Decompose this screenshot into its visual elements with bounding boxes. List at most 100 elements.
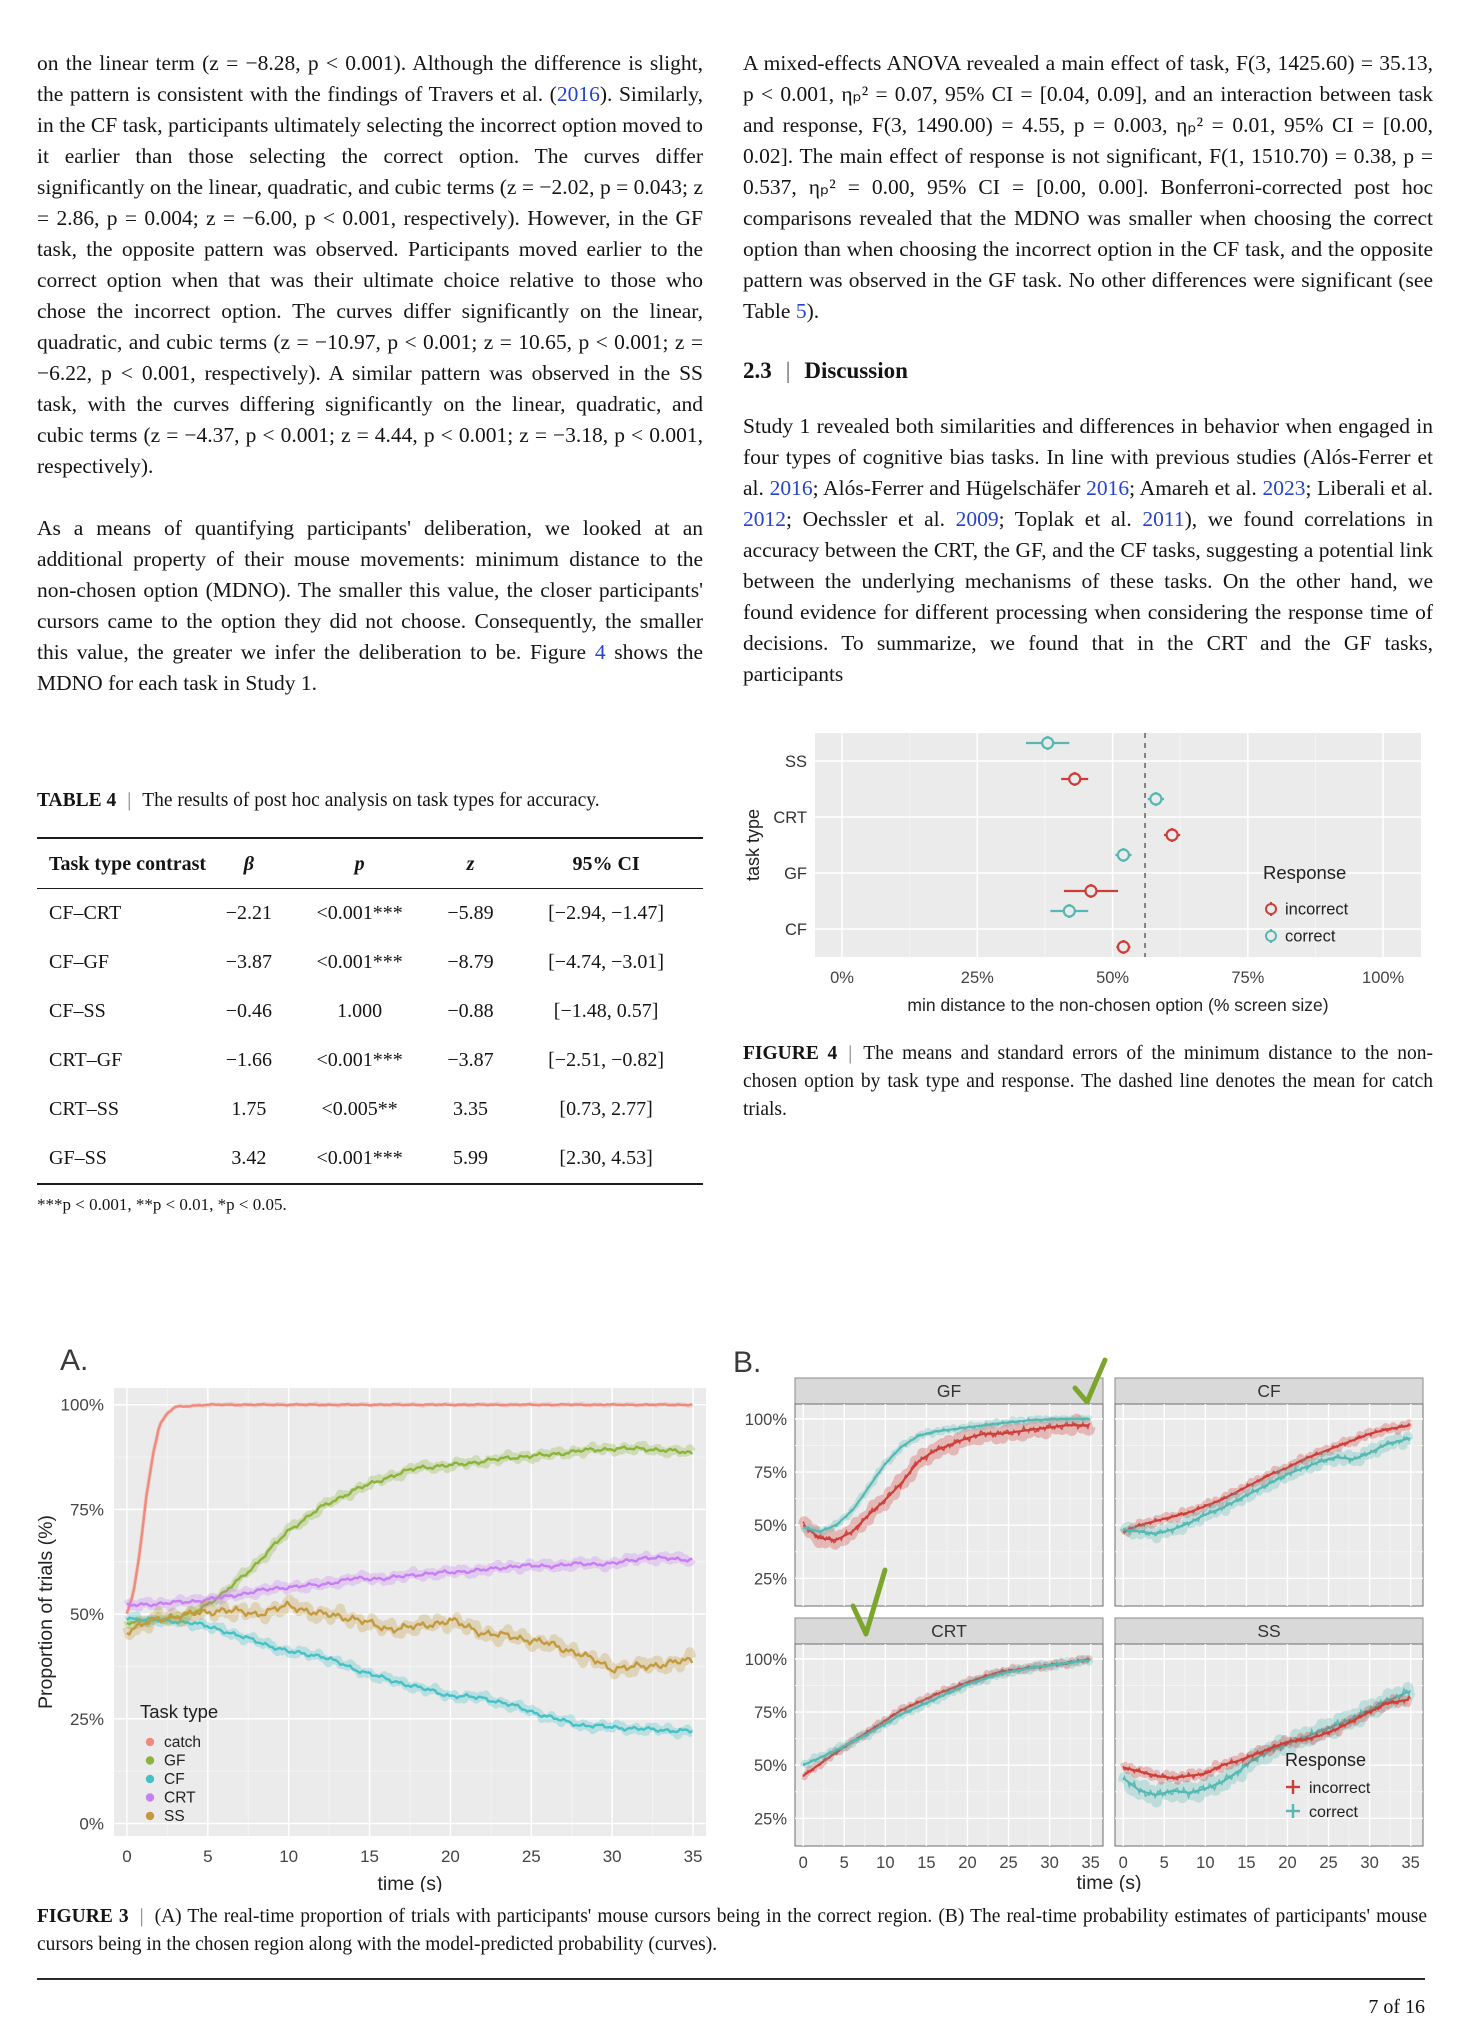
- svg-text:A.: A.: [60, 1344, 88, 1377]
- svg-text:50%: 50%: [70, 1605, 104, 1624]
- svg-text:0%: 0%: [830, 969, 854, 987]
- table-caption: TABLE 4 | The results of post hoc analysis…: [37, 787, 703, 815]
- table-cell: [−2.94, −1.47]: [548, 902, 665, 924]
- table-row: CRT–SS 1.75 <0.005** 3.35 [0.73, 2.77]: [37, 1085, 703, 1134]
- table-cell: CRT–SS: [49, 1098, 119, 1120]
- svg-text:incorrect: incorrect: [1285, 901, 1349, 919]
- table-body: CF–CRT −2.21 <0.001*** −5.89 [−2.94, −1.47] C…: [37, 889, 703, 1185]
- table-caption-text: The results of post hoc analysis on task…: [142, 790, 600, 811]
- svg-text:5: 5: [1160, 1854, 1169, 1872]
- table-cell: <0.001***: [316, 951, 403, 973]
- svg-text:35: 35: [1402, 1854, 1420, 1872]
- svg-text:CRT: CRT: [773, 809, 807, 827]
- table-cell: −0.46: [225, 1000, 272, 1022]
- table-cell: CF–SS: [49, 1000, 106, 1022]
- paragraph: A mixed-effects ANOVA revealed a main ef…: [743, 48, 1433, 327]
- text-run: ; Oechssler et al.: [786, 507, 956, 531]
- paragraph: Study 1 revealed both similarities and d…: [743, 411, 1433, 690]
- text-run: A mixed-effects ANOVA revealed a main ef…: [743, 51, 1433, 323]
- svg-text:25%: 25%: [961, 969, 994, 987]
- citation-link[interactable]: 2023: [1262, 476, 1306, 500]
- svg-text:GF: GF: [937, 1381, 961, 1401]
- section-number: 2.3: [743, 358, 772, 383]
- citation-link[interactable]: 2012: [743, 507, 786, 531]
- svg-text:Task type: Task type: [140, 1701, 218, 1722]
- svg-text:35: 35: [684, 1847, 703, 1866]
- table-header-cell: p: [287, 838, 432, 889]
- caption-separator: |: [127, 790, 132, 811]
- svg-text:10: 10: [1196, 1854, 1214, 1872]
- paragraph: As a means of quantifying participants' …: [37, 513, 703, 699]
- checkmark-icon: [1072, 1357, 1108, 1405]
- text-run: on the linear term (z = −8.28, p < 0.001…: [37, 51, 703, 106]
- svg-text:min distance to the non-chosen: min distance to the non-chosen option (%…: [907, 995, 1328, 1015]
- body-columns: on the linear term (z = −8.28, p < 0.001…: [37, 48, 1433, 1215]
- citation-link[interactable]: 2016: [556, 82, 600, 106]
- table-header-cell: 95% CI: [509, 838, 703, 889]
- svg-text:25: 25: [999, 1854, 1017, 1872]
- svg-text:25: 25: [1319, 1854, 1337, 1872]
- citation-link[interactable]: 4: [594, 640, 606, 664]
- text-run: Study 1 revealed both similarities and d…: [743, 414, 1433, 500]
- svg-text:correct: correct: [1285, 928, 1336, 946]
- table-row: GF–SS 3.42 <0.001*** 5.99 [2.30, 4.53]: [37, 1134, 703, 1184]
- table-cell: CF–CRT: [49, 902, 122, 924]
- svg-text:25%: 25%: [754, 1810, 787, 1828]
- svg-text:50%: 50%: [754, 1517, 787, 1535]
- svg-text:SS: SS: [785, 753, 807, 771]
- figure3-block: A. 100% 75% 50% 25% 0% 0 5 10 15 20 25 30 35 time (s) P…: [30, 1336, 1440, 1897]
- svg-text:CF: CF: [1257, 1381, 1280, 1401]
- figure4-caption-text: The means and standard errors of the min…: [743, 1043, 1434, 1120]
- table-cell: [0.73, 2.77]: [559, 1098, 653, 1120]
- checkmark-icon: [850, 1567, 888, 1637]
- figure4-plot: SS CRT GF CF 0% 25% 50% 75% 100% min distance to …: [743, 721, 1433, 1028]
- citation-link[interactable]: 2016: [1086, 476, 1130, 500]
- table-header-cell: β: [210, 838, 288, 889]
- paragraph: on the linear term (z = −8.28, p < 0.001…: [37, 48, 703, 482]
- citation-link[interactable]: 5: [795, 299, 807, 323]
- citation-link[interactable]: 2011: [1142, 507, 1185, 531]
- caption-separator: |: [139, 1906, 144, 1927]
- svg-text:75%: 75%: [754, 1704, 787, 1722]
- table-cell: <0.001***: [316, 1147, 403, 1169]
- table-cell: <0.001***: [316, 902, 403, 924]
- table-cell: GF–SS: [49, 1147, 107, 1169]
- section-title: Discussion: [804, 358, 908, 383]
- svg-text:10: 10: [876, 1854, 894, 1872]
- table-cell: −1.66: [225, 1049, 272, 1071]
- citation-link[interactable]: 2016: [769, 476, 813, 500]
- svg-text:20: 20: [441, 1847, 460, 1866]
- text-run: ). Similarly, in the CF task, participan…: [37, 82, 703, 478]
- svg-text:75%: 75%: [754, 1464, 787, 1482]
- svg-text:20: 20: [1278, 1854, 1296, 1872]
- table-header-cell: z: [431, 838, 510, 889]
- post-hoc-table: Task type contrast β p z 95% CI CF–CRT −2.21 <…: [37, 837, 703, 1185]
- table-cell: 3.35: [452, 1098, 488, 1120]
- table-4-block: TABLE 4 | The results of post hoc analysis…: [37, 787, 703, 1215]
- svg-text:incorrect: incorrect: [1309, 1780, 1371, 1797]
- figure4-caption: FIGURE 4 | The means and standard errors o…: [743, 1040, 1433, 1124]
- svg-text:15: 15: [917, 1854, 935, 1872]
- footer-rule: [37, 1978, 1425, 1980]
- table-cell: CRT–GF: [49, 1049, 123, 1071]
- caption-separator: |: [848, 1043, 853, 1064]
- svg-text:B.: B.: [733, 1346, 761, 1379]
- svg-text:Response: Response: [1263, 862, 1346, 883]
- figure4-chart: SS CRT GF CF 0% 25% 50% 75% 100% min distance to …: [743, 721, 1433, 1124]
- svg-text:0: 0: [1119, 1854, 1128, 1872]
- figure3b-chart: B. GF CF CRT 0 5 10 15 20 25 30 35 SS 0 5 10 15 20 25 30 35 1…: [725, 1336, 1440, 1897]
- svg-text:GF: GF: [784, 865, 807, 883]
- svg-text:15: 15: [360, 1847, 379, 1866]
- citation-link[interactable]: 2009: [955, 507, 999, 531]
- section-heading: 2.3 | Discussion: [743, 358, 1433, 384]
- svg-text:correct: correct: [1309, 1804, 1358, 1821]
- table-footnote: ***p < 0.001, **p < 0.01, *p < 0.05.: [37, 1195, 287, 1214]
- svg-text:5: 5: [840, 1854, 849, 1872]
- svg-text:catch: catch: [164, 1734, 201, 1751]
- svg-text:15: 15: [1237, 1854, 1255, 1872]
- figure3-caption: FIGURE 3 | (A) The real-time proportion of…: [37, 1903, 1427, 1959]
- page-number: 7 of 16: [1368, 1996, 1425, 2018]
- svg-text:75%: 75%: [1231, 969, 1264, 987]
- svg-text:20: 20: [958, 1854, 976, 1872]
- svg-text:10: 10: [279, 1847, 298, 1866]
